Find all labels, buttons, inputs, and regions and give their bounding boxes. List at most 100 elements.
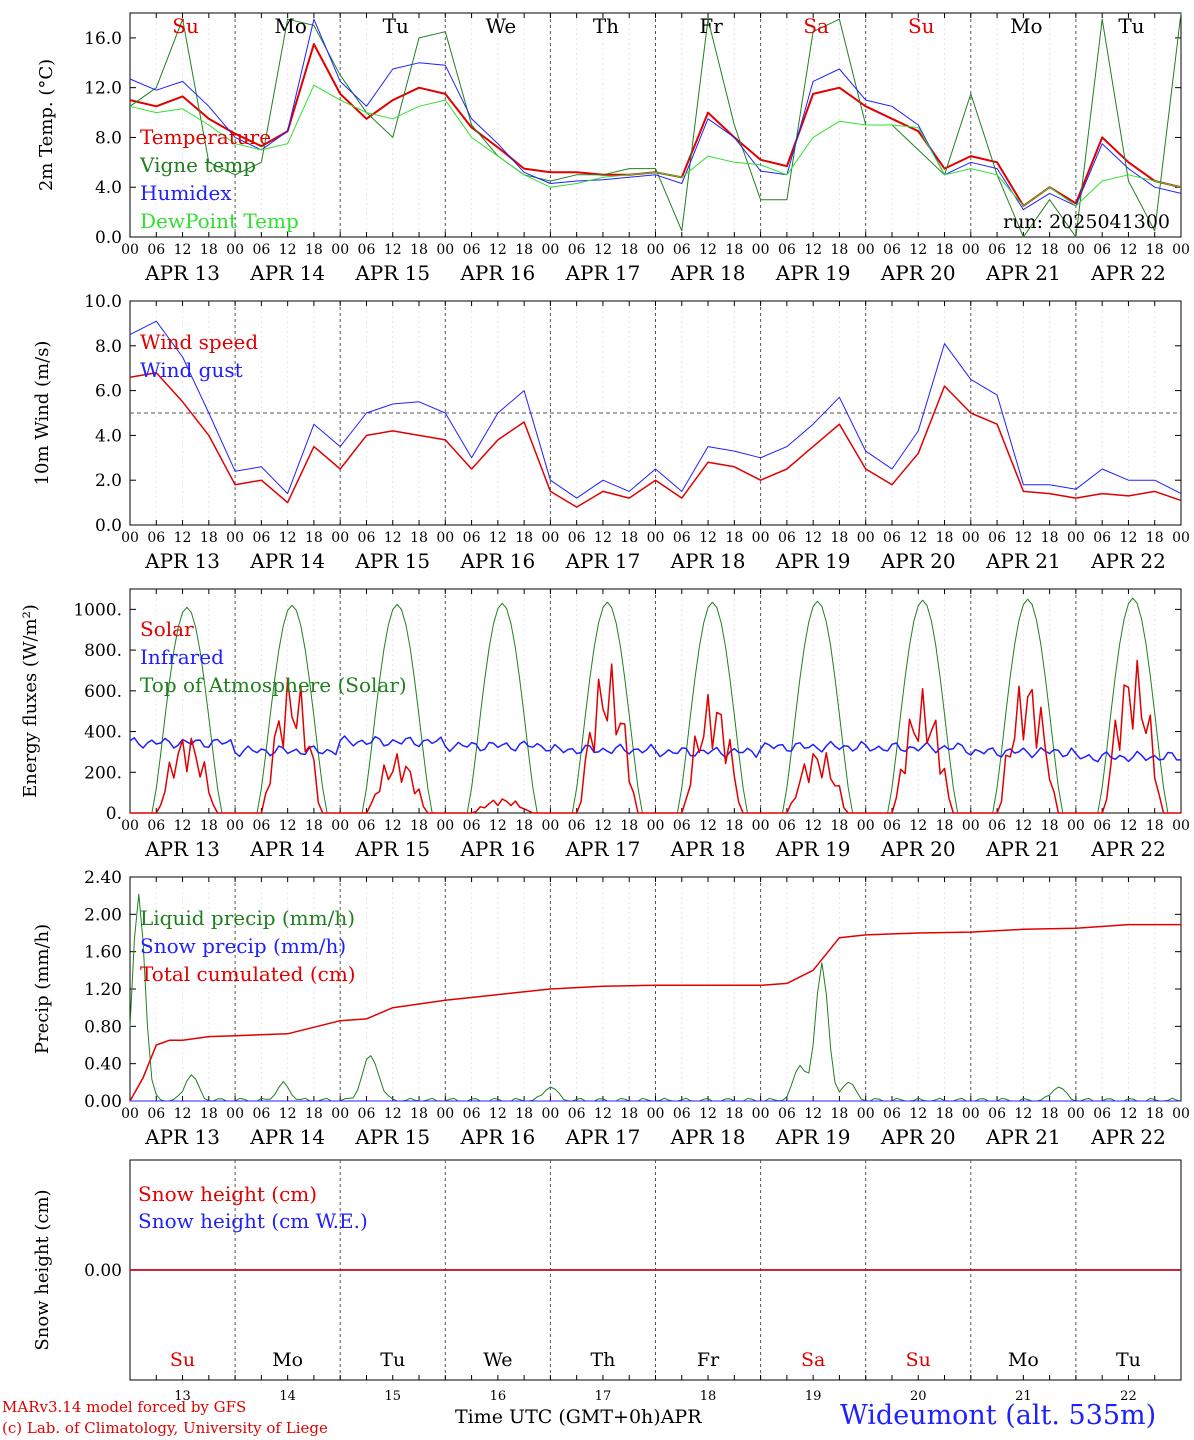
hour-tick-label: 06 bbox=[147, 1106, 165, 1122]
hour-tick-label: 00 bbox=[1067, 818, 1085, 834]
hour-tick-label: 06 bbox=[252, 818, 270, 834]
hour-tick-label: 06 bbox=[778, 242, 796, 258]
hour-tick-label: 18 bbox=[1146, 530, 1164, 546]
y-tick-label: 16.0 bbox=[84, 29, 122, 49]
date-label: APR 18 bbox=[670, 837, 746, 861]
hour-tick-label: 12 bbox=[699, 1106, 717, 1122]
weekday-label: Mo bbox=[1010, 14, 1043, 38]
date-label: APR 16 bbox=[459, 837, 535, 861]
legend-entry: Top of Atmosphere (Solar) bbox=[140, 673, 407, 697]
date-label: APR 15 bbox=[354, 837, 430, 861]
hour-tick-label: 06 bbox=[1093, 242, 1111, 258]
hour-tick-label: 12 bbox=[279, 818, 297, 834]
hour-tick-label: 18 bbox=[620, 1106, 638, 1122]
hour-tick-label: 06 bbox=[252, 530, 270, 546]
date-label: APR 14 bbox=[249, 837, 325, 861]
hour-tick-label: 00 bbox=[331, 530, 349, 546]
hour-tick-label: 18 bbox=[936, 242, 954, 258]
hour-tick-label: 06 bbox=[673, 242, 691, 258]
weekday-label: Su bbox=[908, 14, 935, 38]
weekday-label: Fr bbox=[699, 14, 723, 38]
y-tick-label: 2.40 bbox=[84, 868, 122, 888]
hour-tick-label: 00 bbox=[1067, 1106, 1085, 1122]
hour-tick-label: 06 bbox=[778, 818, 796, 834]
y-tick-label: 0.80 bbox=[84, 1017, 122, 1037]
hour-tick-label: 06 bbox=[568, 818, 586, 834]
hour-tick-label: 00 bbox=[752, 242, 770, 258]
day-number: 14 bbox=[279, 1389, 296, 1404]
y-tick-label: 12.0 bbox=[84, 79, 122, 99]
hour-tick-label: 12 bbox=[1120, 242, 1138, 258]
legend-entry: Vigne temp bbox=[139, 153, 256, 177]
hour-tick-label: 18 bbox=[515, 242, 533, 258]
hour-tick-label: 18 bbox=[1041, 530, 1059, 546]
hour-tick-label: 00 bbox=[541, 1106, 559, 1122]
series-vigne-temp bbox=[129, 12, 1182, 238]
hour-tick-label: 12 bbox=[174, 530, 192, 546]
hour-tick-label: 00 bbox=[1172, 530, 1190, 546]
date-label: APR 19 bbox=[775, 1125, 851, 1149]
hour-tick-label: 18 bbox=[936, 530, 954, 546]
series-dewpoint-temp bbox=[129, 84, 1182, 207]
legend-entry: Snow height (cm) bbox=[138, 1182, 317, 1206]
date-label: APR 13 bbox=[144, 837, 220, 861]
hour-tick-label: 18 bbox=[831, 1106, 849, 1122]
hour-tick-label: 12 bbox=[384, 530, 402, 546]
date-label: APR 17 bbox=[565, 837, 641, 861]
weekday-label-bottom: Mo bbox=[1008, 1349, 1039, 1371]
y-tick-label: 10.0 bbox=[84, 292, 122, 312]
hour-tick-label: 00 bbox=[962, 1106, 980, 1122]
legend-entry: Humidex bbox=[140, 181, 232, 205]
hour-tick-label: 06 bbox=[883, 530, 901, 546]
hour-tick-label: 00 bbox=[226, 1106, 244, 1122]
hour-tick-label: 00 bbox=[226, 242, 244, 258]
hour-tick-label: 18 bbox=[200, 242, 218, 258]
hour-tick-label: 12 bbox=[594, 530, 612, 546]
weekday-label-bottom: Tu bbox=[1116, 1349, 1141, 1371]
weekday-label: Tu bbox=[383, 14, 409, 38]
date-label: APR 18 bbox=[670, 1125, 746, 1149]
hour-tick-label: 00 bbox=[226, 818, 244, 834]
hour-tick-label: 06 bbox=[358, 530, 376, 546]
date-label: APR 22 bbox=[1090, 549, 1166, 573]
date-label: APR 15 bbox=[354, 261, 430, 285]
date-label: APR 13 bbox=[144, 261, 220, 285]
hour-tick-label: 00 bbox=[121, 818, 139, 834]
date-label: APR 19 bbox=[775, 837, 851, 861]
hour-tick-label: 00 bbox=[1172, 1106, 1190, 1122]
hour-tick-label: 06 bbox=[778, 530, 796, 546]
y-tick-label: 4.0 bbox=[95, 426, 122, 446]
hour-tick-label: 12 bbox=[1014, 1106, 1032, 1122]
hour-tick-label: 06 bbox=[147, 818, 165, 834]
hour-tick-label: 18 bbox=[200, 818, 218, 834]
day-number: 22 bbox=[1120, 1389, 1137, 1404]
hour-tick-label: 18 bbox=[515, 818, 533, 834]
hour-tick-label: 18 bbox=[936, 1106, 954, 1122]
hour-tick-label: 06 bbox=[1093, 530, 1111, 546]
hour-tick-label: 12 bbox=[489, 1106, 507, 1122]
weekday-label: We bbox=[485, 14, 516, 38]
series-solar bbox=[130, 659, 1181, 814]
hour-tick-label: 00 bbox=[1067, 530, 1085, 546]
hour-tick-label: 00 bbox=[647, 818, 665, 834]
y-tick-label: 0.00 bbox=[84, 1261, 122, 1281]
hour-tick-label: 12 bbox=[1014, 530, 1032, 546]
hour-tick-label: 00 bbox=[331, 242, 349, 258]
hour-tick-label: 18 bbox=[1146, 818, 1164, 834]
y-axis-label: 10m Wind (m/s) bbox=[32, 341, 53, 486]
y-tick-label: 1.20 bbox=[84, 980, 122, 1000]
hour-tick-label: 18 bbox=[305, 1106, 323, 1122]
hour-tick-label: 00 bbox=[857, 242, 875, 258]
hour-tick-label: 00 bbox=[647, 1106, 665, 1122]
hour-tick-label: 06 bbox=[988, 818, 1006, 834]
station-name: Wideumont (alt. 535m) bbox=[840, 1400, 1157, 1431]
day-number: 13 bbox=[174, 1389, 191, 1404]
hour-tick-label: 18 bbox=[1041, 242, 1059, 258]
hour-tick-label: 00 bbox=[331, 818, 349, 834]
y-tick-label: 2.00 bbox=[84, 905, 122, 925]
date-label: APR 17 bbox=[565, 1125, 641, 1149]
hour-tick-label: 06 bbox=[778, 1106, 796, 1122]
hour-tick-label: 06 bbox=[883, 1106, 901, 1122]
hour-tick-label: 00 bbox=[647, 530, 665, 546]
day-number: 18 bbox=[700, 1389, 717, 1404]
